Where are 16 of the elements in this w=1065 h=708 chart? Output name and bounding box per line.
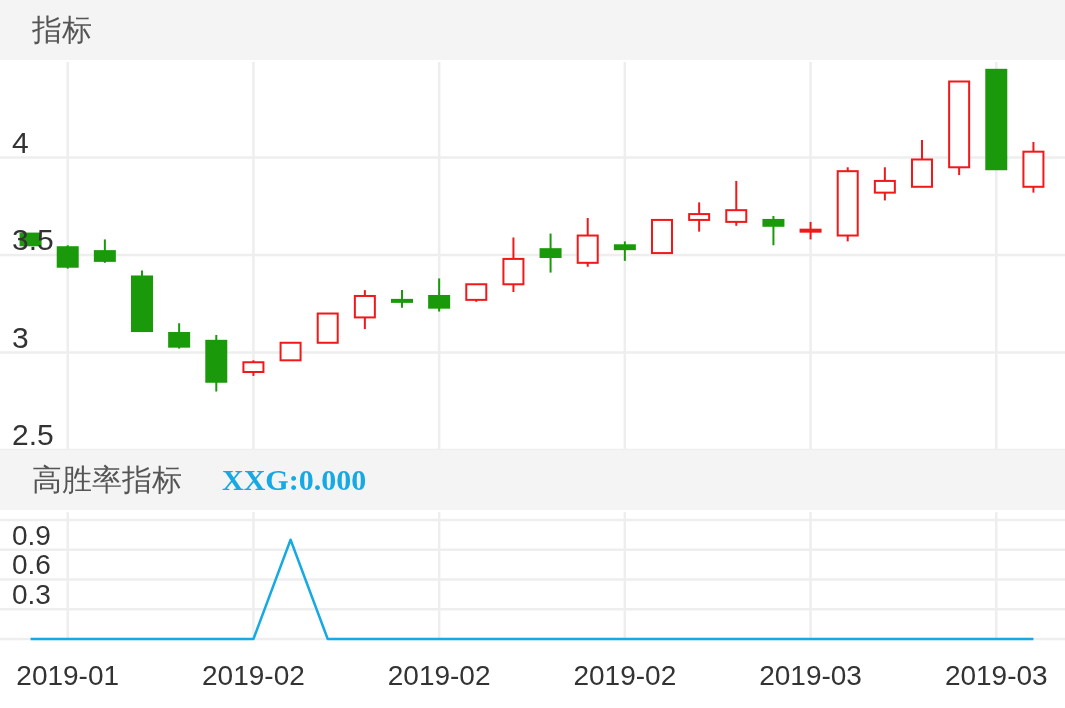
- y-tick-label: 3: [12, 320, 29, 354]
- y-tick-label: 3.5: [12, 223, 54, 257]
- x-tick-label: 2019-02: [387, 660, 491, 691]
- x-tick-label: 2019-02: [202, 660, 305, 691]
- chart-subtitle: XXG:0.000: [222, 463, 367, 496]
- y-tick-label: 0.9: [12, 519, 51, 551]
- x-tick-label: 2019-02: [573, 660, 677, 691]
- y-tick-label: 0.3: [12, 579, 51, 611]
- y-tick-label: 0.6: [12, 549, 51, 581]
- y-tick-label: 4: [12, 125, 29, 159]
- x-tick-label: 2019-01: [16, 660, 120, 691]
- chart-title: 指标: [31, 13, 92, 46]
- chart-title: 高胜率指标: [32, 463, 182, 496]
- x-tick-label: 2019-03: [944, 660, 1048, 691]
- x-tick-label: 2019-03: [759, 660, 862, 691]
- y-tick-label: 2.5: [12, 418, 54, 451]
